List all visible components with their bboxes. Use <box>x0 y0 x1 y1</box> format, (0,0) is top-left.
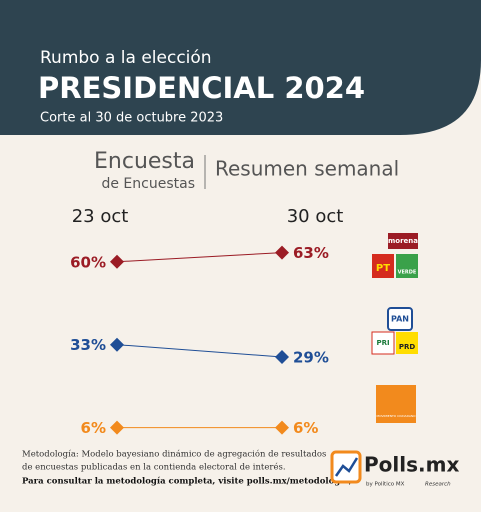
logo-box <box>396 254 418 278</box>
value-label: 63% <box>293 244 329 262</box>
marker <box>275 349 289 364</box>
logo-box <box>387 307 413 331</box>
marker <box>110 337 124 352</box>
logo-text: MOVIMIENTO CIUDADANO <box>377 414 417 418</box>
logo-box <box>388 233 418 249</box>
marker <box>110 254 124 269</box>
section: Resumen semanal <box>215 157 399 181</box>
value-label: 6% <box>81 419 106 437</box>
value-label: 60% <box>70 253 106 271</box>
marker <box>110 420 124 435</box>
polls-by: by Político MX <box>366 481 405 488</box>
x-label: 30 oct <box>287 206 344 227</box>
marker <box>275 245 289 260</box>
footnote: Para consultar la metodología completa, … <box>22 476 355 487</box>
logo-text: PRI <box>376 339 389 347</box>
slope-line <box>116 344 283 358</box>
logo-text: PT <box>376 263 390 274</box>
logo-text: PAN <box>391 315 409 324</box>
logo-box <box>376 385 416 423</box>
logo-box <box>396 332 418 354</box>
polls-icon-line <box>334 457 359 477</box>
polls-partner: Research <box>425 482 451 488</box>
footnote: de encuestas publicadas en la contienda … <box>22 462 286 473</box>
value-label: 6% <box>293 419 318 437</box>
value-label: 33% <box>70 336 106 354</box>
logo-text: VERDE <box>398 270 417 276</box>
brand-line1: Encuesta <box>94 149 195 174</box>
logo-box <box>372 254 394 278</box>
brand-line2: de Encuestas <box>101 176 195 192</box>
logo-text: morena <box>388 237 418 245</box>
footnote: Metodología: Modelo bayesiano dinámico d… <box>22 449 326 460</box>
kicker: Rumbo a la elección <box>40 48 212 68</box>
title: PRESIDENCIAL 2024 <box>38 71 365 105</box>
marker <box>275 420 289 435</box>
logo-box <box>371 331 395 355</box>
polls-logo: Polls.mx <box>364 453 459 477</box>
slope-line <box>116 252 283 263</box>
logo-text: PRD <box>399 343 416 351</box>
subtitle: Corte al 30 de octubre 2023 <box>40 111 223 126</box>
header-band <box>0 0 481 135</box>
x-label: 23 oct <box>72 206 129 227</box>
value-label: 29% <box>293 348 329 366</box>
